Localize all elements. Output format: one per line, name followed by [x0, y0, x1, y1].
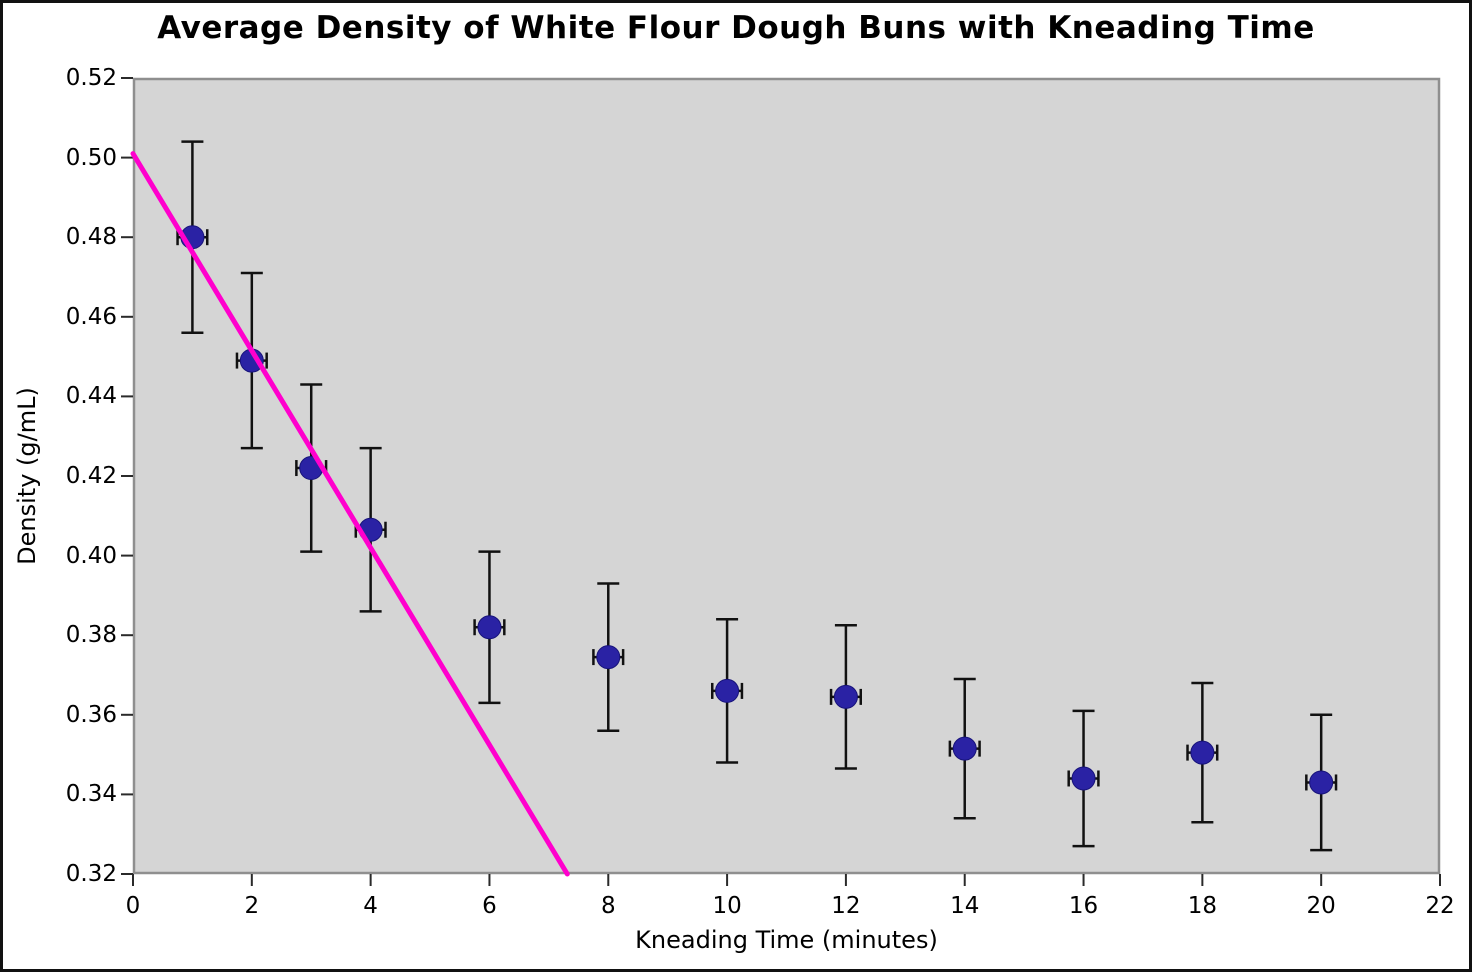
y-tick-label: 0.44	[65, 383, 117, 410]
x-tick-label: 20	[1306, 893, 1336, 919]
x-tick-label: 4	[363, 893, 378, 919]
data-point	[596, 645, 621, 670]
y-tick-label: 0.46	[65, 303, 117, 330]
y-tick-label: 0.34	[65, 781, 117, 808]
x-tick-label: 18	[1187, 893, 1217, 919]
x-tick-label: 22	[1425, 893, 1455, 919]
y-tick-label: 0.36	[65, 701, 117, 728]
x-tick-label: 12	[831, 893, 861, 919]
y-tick-label: 0.42	[65, 463, 117, 489]
y-tick-label: 0.48	[65, 224, 117, 251]
data-point	[715, 678, 740, 703]
x-tick-label: 16	[1068, 893, 1099, 919]
data-point	[952, 736, 977, 761]
chart-canvas	[121, 77, 1441, 886]
data-point	[1071, 766, 1096, 791]
data-point	[833, 684, 858, 709]
data-point	[1190, 740, 1215, 765]
x-tick-label: 14	[950, 893, 980, 919]
x-tick-label: 8	[600, 893, 616, 919]
plot-background	[132, 77, 1441, 875]
x-axis-title: Kneading Time (minutes)	[635, 926, 938, 954]
y-tick-label: 0.32	[65, 861, 117, 887]
x-tick-label: 0	[125, 893, 141, 919]
y-tick-label: 0.52	[65, 65, 117, 91]
plot-area	[121, 77, 1441, 886]
data-point	[477, 615, 502, 640]
x-axis-tick-labels: 0 2 4 6 8 10 12 14 16 18 20 22	[0, 892, 1472, 922]
x-tick-label: 10	[712, 893, 742, 919]
x-tick-label: 2	[244, 893, 260, 919]
x-tick-label: 6	[482, 893, 497, 919]
y-axis-tick-labels: 0.52 0.50 0.48 0.46 0.44 0.42 0.40 0.38 0.36 0.34…	[0, 0, 117, 972]
y-tick-label: 0.38	[65, 622, 117, 649]
trend-line	[130, 151, 570, 877]
y-tick-label: 0.40	[65, 542, 117, 569]
y-tick-label: 0.50	[65, 144, 117, 171]
chart-title: Average Density of White Flour Dough Bun…	[157, 10, 1315, 46]
data-point	[1309, 770, 1334, 795]
